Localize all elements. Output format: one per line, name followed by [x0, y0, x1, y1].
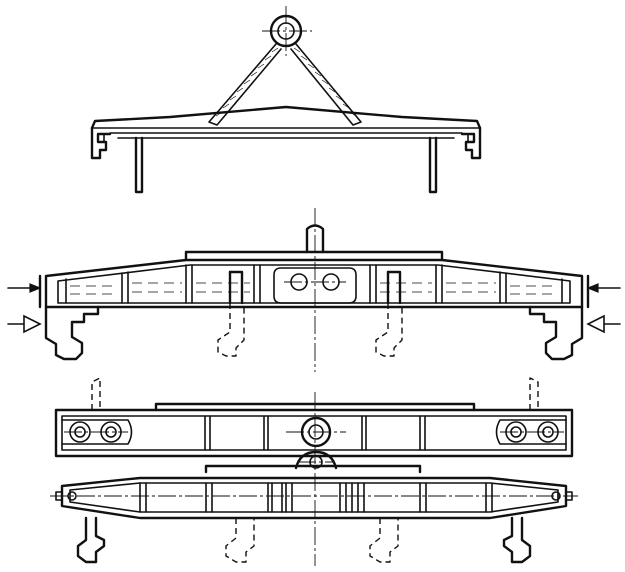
top-cover-plate — [184, 250, 444, 262]
view-1-sling-spreader — [90, 6, 482, 194]
beam-partitions — [65, 264, 563, 304]
side-view — [50, 464, 578, 564]
end-clamps — [44, 305, 584, 361]
sling-legs — [208, 43, 362, 126]
lifting-ring — [262, 6, 312, 56]
pivot-bracket — [294, 450, 338, 470]
center-stem — [305, 208, 325, 372]
view-2-lifting-beam — [7, 208, 621, 372]
beam-body — [44, 258, 584, 309]
beam-web-texture — [70, 282, 558, 295]
plan-view — [54, 377, 574, 458]
view-3-plan-and-side — [50, 377, 578, 566]
inner-hooks — [217, 270, 403, 357]
force-arrows — [7, 283, 621, 334]
spreader-beam — [90, 105, 482, 194]
center-pin-window — [273, 267, 357, 304]
